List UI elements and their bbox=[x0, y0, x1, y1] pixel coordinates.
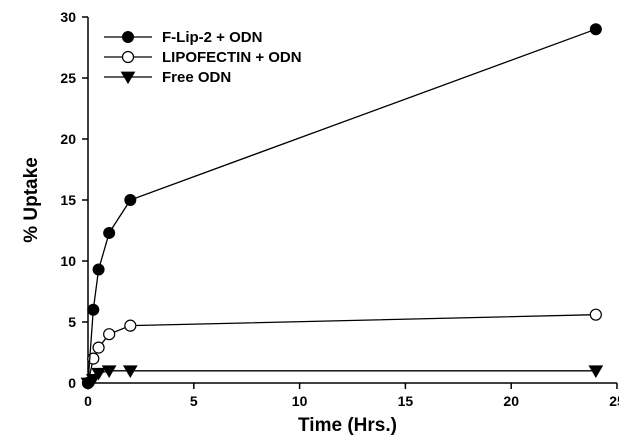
series-line bbox=[87, 370, 596, 384]
legend: F-Lip-2 + ODN LIPOFECTIN + ODN Free ODN bbox=[104, 29, 302, 86]
x-tick-label: 20 bbox=[503, 393, 519, 409]
x-axis-title: Time (Hrs.) bbox=[298, 415, 397, 436]
legend-marker bbox=[121, 50, 135, 64]
x-tick-label: 10 bbox=[292, 393, 308, 409]
data-point bbox=[92, 263, 105, 276]
data-point bbox=[589, 23, 602, 36]
data-point bbox=[124, 194, 137, 206]
legend-label: LIPOFECTIN + ODN bbox=[162, 49, 302, 66]
data-point bbox=[124, 319, 137, 332]
legend-marker bbox=[120, 71, 136, 85]
y-tick-label: 15 bbox=[60, 192, 76, 208]
data-point bbox=[122, 365, 138, 378]
y-tick-label: 5 bbox=[68, 314, 76, 330]
series-3 bbox=[80, 365, 604, 391]
data-point bbox=[103, 328, 116, 341]
series-line bbox=[87, 314, 596, 384]
y-tick-label: 20 bbox=[60, 131, 76, 147]
legend-label: Free ODN bbox=[162, 69, 231, 86]
data-point bbox=[103, 226, 116, 239]
legend-label: F-Lip-2 + ODN bbox=[162, 29, 262, 46]
series-1 bbox=[82, 23, 602, 389]
y-tick-label: 0 bbox=[68, 375, 76, 391]
y-tick-label: 10 bbox=[60, 253, 76, 269]
x-tick-label: 15 bbox=[398, 393, 414, 409]
y-tick-label: 30 bbox=[60, 9, 76, 25]
data-point bbox=[588, 365, 604, 378]
series-layer bbox=[80, 23, 604, 391]
legend-marker bbox=[122, 31, 134, 43]
data-point bbox=[82, 377, 94, 389]
y-axis-ticks: 0 5 10 15 20 25 30 bbox=[60, 9, 88, 391]
x-tick-label: 25 bbox=[609, 393, 619, 409]
data-point bbox=[589, 308, 602, 321]
y-tick-label: 25 bbox=[60, 70, 76, 86]
x-tick-label: 5 bbox=[190, 393, 198, 409]
data-point bbox=[91, 367, 106, 381]
data-point bbox=[87, 303, 100, 316]
x-axis-ticks: 0 5 10 15 20 25 bbox=[84, 383, 619, 409]
x-tick-label: 0 bbox=[84, 393, 92, 409]
series-line bbox=[87, 28, 597, 384]
series-2 bbox=[81, 308, 602, 390]
y-axis-title: % Uptake bbox=[21, 157, 42, 243]
data-point bbox=[92, 341, 105, 354]
data-point bbox=[101, 365, 117, 378]
